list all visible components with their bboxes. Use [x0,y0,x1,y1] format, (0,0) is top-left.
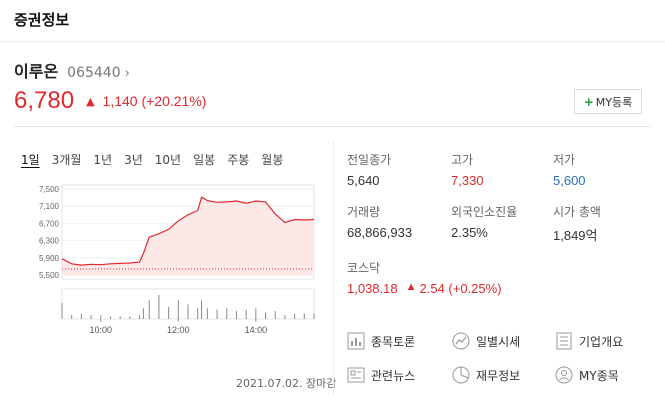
stat-label: 고가 [451,153,474,167]
trend-icon [452,332,470,350]
my-stock-link[interactable]: MY종목 [555,363,619,387]
tab-daily-candle[interactable]: 일봉 [193,153,216,167]
header: 증권정보 [0,0,665,42]
stat-market-cap: 시가 총액 1,849억 [553,203,663,244]
tab-weekly-candle[interactable]: 주봉 [227,153,250,167]
stock-code[interactable]: 065440 [67,65,121,81]
my-add-label: MY등록 [595,95,633,109]
stat-label: 전일종가 [347,153,392,167]
y-tick-label: 7,100 [39,202,60,211]
stat-label: 저가 [553,153,576,167]
stock-panel: 1일 3개월 1년 3년 10년 일봉 주봉 월봉 7,500 7,100 6,70… [14,126,651,402]
kosdaq-row: 1,038.18 ▲ 2.54 (+0.25%) [347,281,567,296]
stat-value: 68,866,933 [347,225,413,240]
y-tick-label: 6,700 [39,219,60,228]
finance-link[interactable]: 재무정보 [452,363,520,387]
bar-chart-icon [347,332,365,350]
my-add-button[interactable]: + MY등록 [574,89,642,114]
pie-chart-icon [452,366,470,384]
tab-3y[interactable]: 3년 [124,153,143,167]
price-line [61,196,315,266]
link-label: MY종목 [579,368,619,383]
link-label: 종목토론 [371,334,416,349]
link-label: 재무정보 [476,368,521,383]
y-tick-label: 7,500 [39,185,60,194]
stat-low: 저가 5,600 [553,151,663,188]
news-link[interactable]: 관련뉴스 [347,363,415,387]
x-tick-label: 14:00 [245,325,268,335]
stock-name-row[interactable]: 이루온 065440 › [14,58,130,81]
tab-1d[interactable]: 1일 [21,153,40,167]
y-tick-label: 6,300 [39,237,60,246]
divider [333,141,334,395]
y-tick-label: 5,900 [39,254,60,263]
tab-3m[interactable]: 3개월 [51,153,82,167]
price-area [62,197,314,275]
stat-kosdaq: 코스닥 1,038.18 ▲ 2.54 (+0.25%) [347,259,567,296]
up-arrow-icon: ▲ [405,281,417,293]
company-link[interactable]: 기업개요 [555,329,623,353]
stat-value: 7,330 [451,173,484,188]
stats-grid: 전일종가 5,640 고가 7,330 저가 5,600 거래량 68,866,… [347,151,647,301]
link-label: 기업개요 [579,334,624,349]
quick-links: 종목토론 일별시세 기업개요 관련뉴스 [347,327,647,397]
stock-name[interactable]: 이루온 [14,62,59,81]
stat-label: 시가 총액 [553,205,601,219]
stat-label: 외국인소진율 [451,205,518,219]
stat-value: 2.35% [451,225,488,240]
document-icon [556,332,572,350]
stat-value: 5,600 [553,173,586,188]
kosdaq-value: 1,038.18 [347,281,398,296]
news-icon [347,367,365,383]
stat-value: 1,849억 [553,228,598,243]
chart-date: 2021.07.02. 장마감 [236,377,337,390]
period-tabs: 1일 3개월 1년 3년 10년 일봉 주봉 월봉 [21,151,295,168]
forum-link[interactable]: 종목토론 [347,329,415,353]
tab-1y[interactable]: 1년 [93,153,113,167]
stat-label: 거래량 [347,205,381,219]
price-change: 1,140 (+20.21%) [102,93,207,109]
current-price: 6,780 [14,87,75,114]
y-tick-label: 5,500 [39,271,60,280]
link-label: 일별시세 [476,334,521,349]
tab-10y[interactable]: 10년 [154,153,182,167]
daily-price-link[interactable]: 일별시세 [452,329,520,353]
chevron-right-icon[interactable]: › [124,66,130,81]
up-arrow-icon: ▲ [86,94,95,108]
page-title: 증권정보 [14,11,70,29]
price-row: 6,780 ▲ 1,140 (+20.21%) [14,85,206,117]
x-tick-label: 10:00 [90,325,113,335]
price-chart[interactable]: 7,500 7,100 6,700 6,300 5,900 5,500 10:00 12:00… [14,179,324,369]
stat-label: 코스닥 [347,261,381,275]
stat-prev-close: 전일종가 5,640 [347,151,457,188]
kosdaq-change: 2.54 (+0.25%) [419,281,502,296]
tab-monthly-candle[interactable]: 월봉 [261,153,284,167]
user-icon [555,366,573,384]
link-label: 관련뉴스 [371,368,416,383]
plus-icon: + [583,94,594,109]
x-tick-label: 12:00 [167,325,190,335]
stat-value: 5,640 [347,173,380,188]
stat-foreign: 외국인소진율 2.35% [451,203,561,240]
stat-high: 고가 7,330 [451,151,561,188]
stat-volume: 거래량 68,866,933 [347,203,457,240]
